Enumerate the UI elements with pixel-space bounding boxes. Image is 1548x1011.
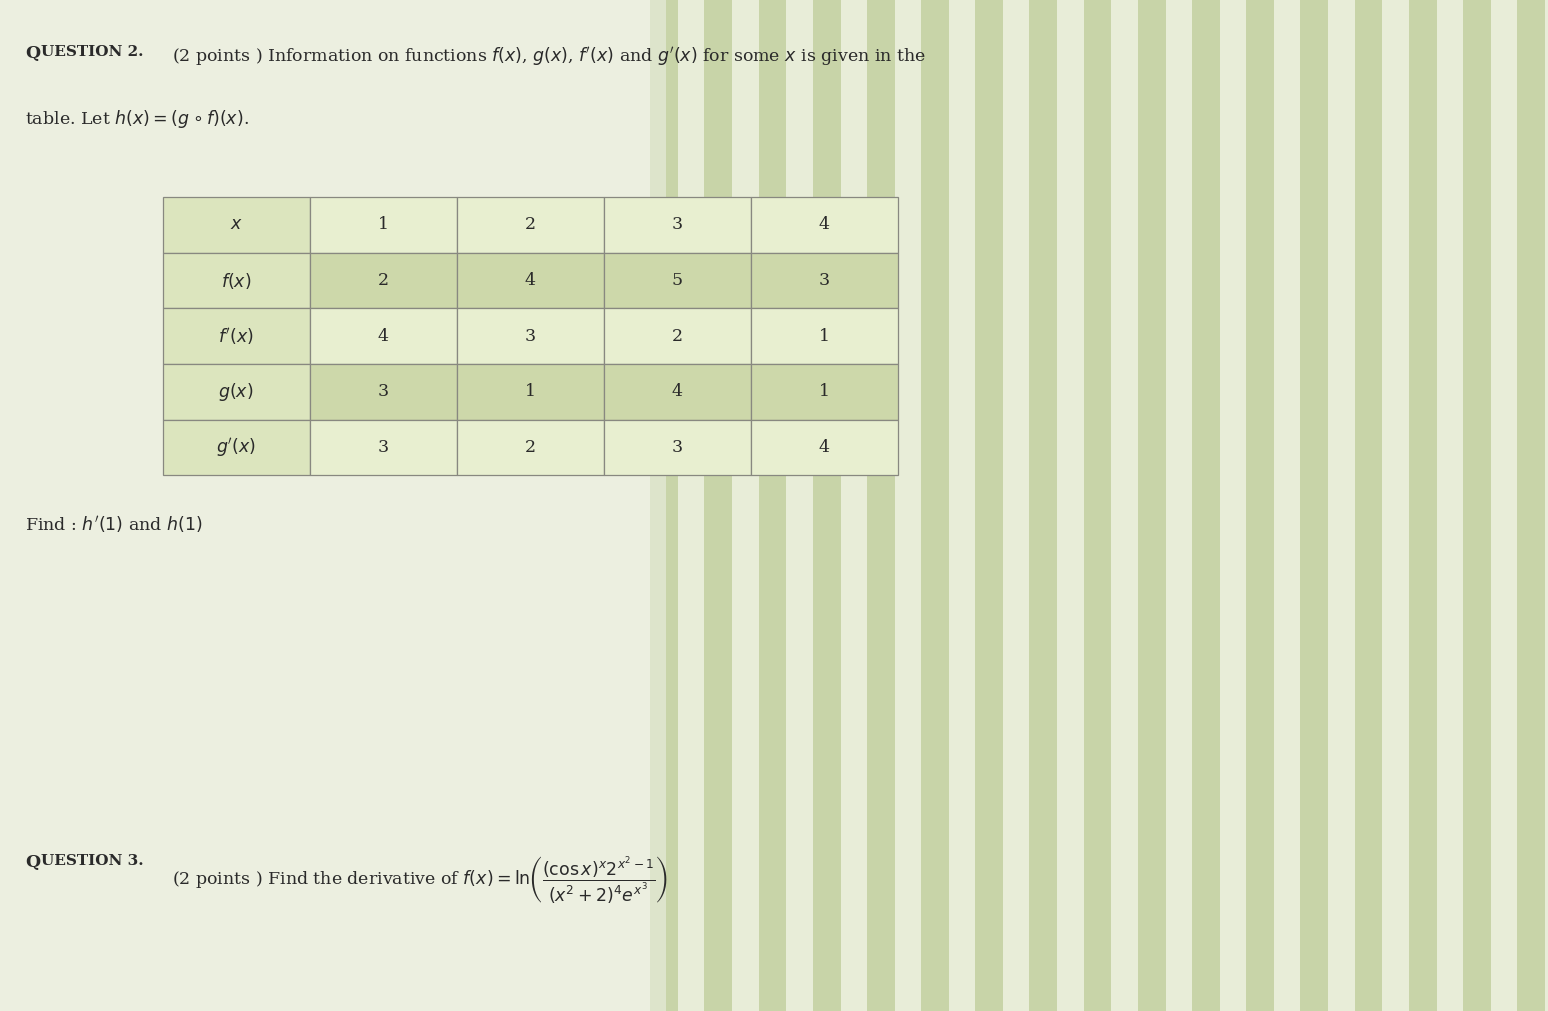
Bar [1354,0,1382,1011]
Bar [1246,0,1274,1011]
Text: (2 points ) Information on functions $f(x)$, $g(x)$, $f'(x)$ and $g'(x)$ for som: (2 points ) Information on functions $f(… [172,45,926,69]
Bar [751,420,898,475]
Bar [1409,0,1437,1011]
Text: 4: 4 [819,216,830,234]
Text: Find : $h'(1)$ and $h(1)$: Find : $h'(1)$ and $h(1)$ [25,514,203,535]
Text: 1: 1 [819,383,830,400]
Bar [310,308,457,364]
Text: 4: 4 [819,439,830,456]
Bar [975,0,1003,1011]
Bar [310,420,457,475]
Bar [1029,0,1057,1011]
Text: table. Let $h(x) = (g \circ f)(x)$.: table. Let $h(x) = (g \circ f)(x)$. [25,108,249,130]
Bar [0,0,666,1011]
Text: 3: 3 [819,272,830,289]
Bar [457,364,604,420]
Text: (2 points ) Find the derivative of $f(x) = \ln\!\left(\dfrac{(\cos x)^{x} 2^{x^2: (2 points ) Find the derivative of $f(x)… [172,854,669,905]
Bar [163,253,310,308]
Bar [751,308,898,364]
Bar [310,364,457,420]
Bar [759,0,786,1011]
Text: $f(x)$: $f(x)$ [221,271,251,290]
Text: 4: 4 [672,383,683,400]
Text: 2: 2 [525,439,536,456]
Text: $f'(x)$: $f'(x)$ [218,326,254,347]
Bar [1084,0,1111,1011]
Bar [1517,0,1545,1011]
Bar [921,0,949,1011]
Bar [751,364,898,420]
Text: 3: 3 [672,216,683,234]
Bar [604,308,751,364]
Text: 1: 1 [819,328,830,345]
Bar [457,197,604,253]
Bar [604,253,751,308]
Text: 2: 2 [672,328,683,345]
Text: Q: Q [25,45,40,63]
Text: 3: 3 [672,439,683,456]
Bar [163,308,310,364]
Bar [457,308,604,364]
Bar [604,197,751,253]
Text: 1: 1 [378,216,389,234]
Text: 4: 4 [525,272,536,289]
Text: $g(x)$: $g(x)$ [218,381,254,402]
Bar [704,0,732,1011]
Text: 4: 4 [378,328,389,345]
Text: 2: 2 [525,216,536,234]
Bar [813,0,841,1011]
Bar [163,364,310,420]
Text: 3: 3 [525,328,536,345]
Text: 2: 2 [378,272,389,289]
Bar [1463,0,1491,1011]
Bar [604,420,751,475]
Bar [1192,0,1220,1011]
Bar [650,0,678,1011]
Bar [457,420,604,475]
Bar [163,197,310,253]
Bar [1138,0,1166,1011]
Text: 3: 3 [378,383,389,400]
Text: 1: 1 [525,383,536,400]
Bar [1300,0,1328,1011]
Bar [163,420,310,475]
Text: 3: 3 [378,439,389,456]
Text: UESTION 3.: UESTION 3. [42,854,144,868]
Bar [457,253,604,308]
Bar [310,197,457,253]
Bar [604,364,751,420]
Text: $x$: $x$ [229,216,243,234]
Bar [310,253,457,308]
Text: UESTION 2.: UESTION 2. [42,45,144,60]
Text: Q: Q [25,854,40,871]
Bar [751,197,898,253]
Bar [867,0,895,1011]
Text: 5: 5 [672,272,683,289]
Text: $g'(x)$: $g'(x)$ [217,436,255,459]
Bar [751,253,898,308]
